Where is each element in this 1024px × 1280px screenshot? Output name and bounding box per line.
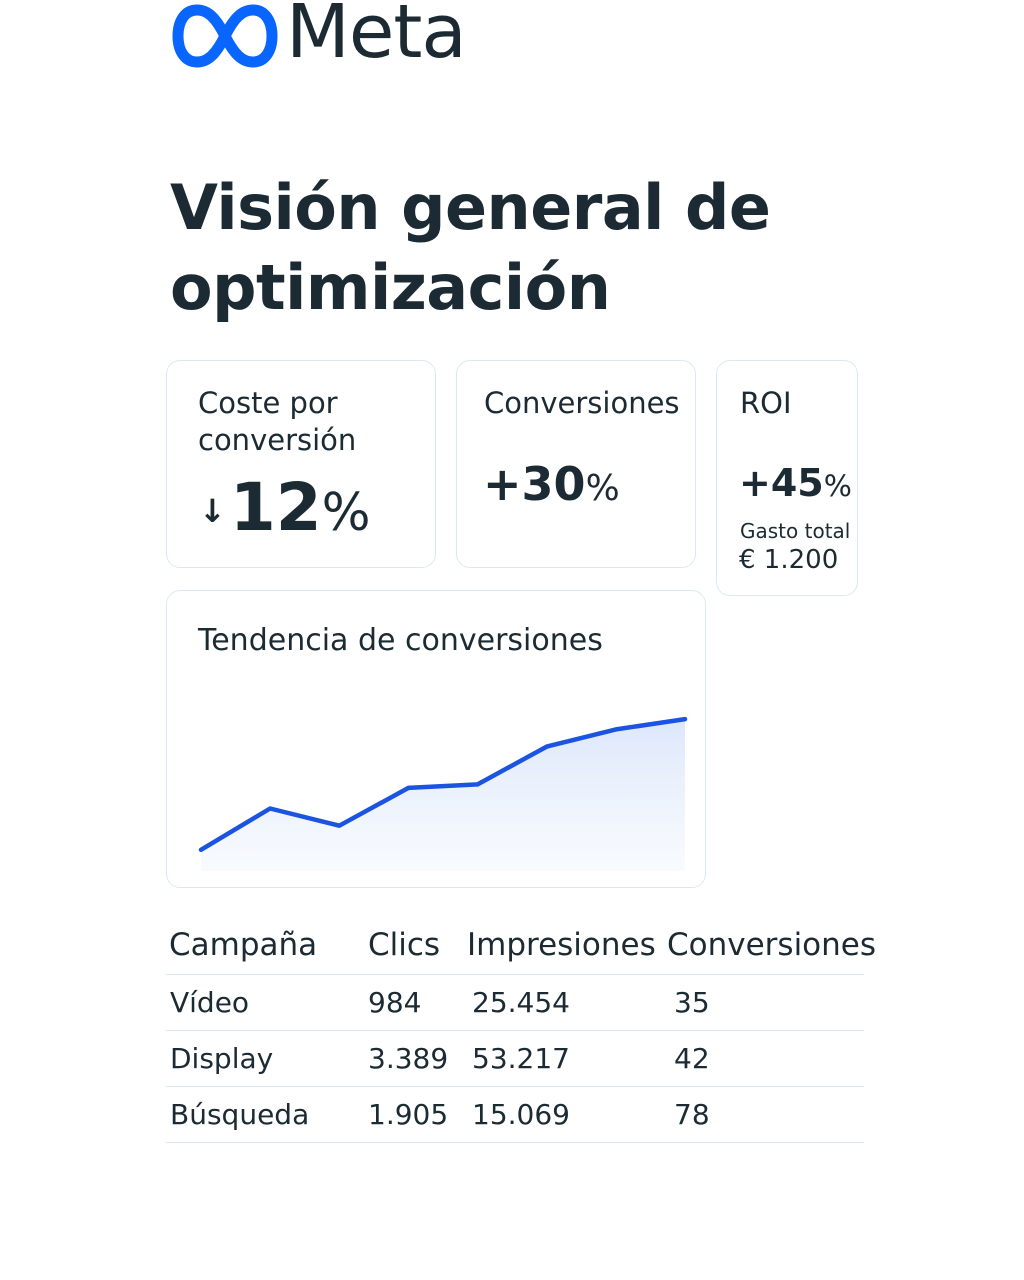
header-conversions: Conversiones <box>664 916 876 975</box>
campaign-name: Búsqueda <box>166 1086 364 1143</box>
cost-per-conversion-unit: % <box>321 483 371 543</box>
table-row: Búsqueda 1.905 15.069 78 <box>166 1086 864 1143</box>
total-spend-label: Gasto total <box>740 519 851 543</box>
impressions-value: 15.069 <box>464 1086 664 1143</box>
conversions-value: 78 <box>664 1086 864 1143</box>
roi-value: +45 <box>739 461 824 505</box>
cost-per-conversion-metric: ↓ 12 % <box>199 469 371 546</box>
roi-card: ROI +45 % Gasto total € 1.200 <box>716 360 858 596</box>
conversions-card: Conversiones +30 % <box>456 360 696 568</box>
conversions-label: Conversiones <box>484 386 680 420</box>
clicks-value: 984 <box>364 974 464 1031</box>
conversion-trend-card: Tendencia de conversiones <box>166 590 706 888</box>
campaign-table: Campaña Clics Impresiones Conversiones V… <box>166 916 876 1143</box>
campaign-name: Display <box>166 1030 364 1087</box>
conversion-trend-chart <box>198 716 688 871</box>
table-header-row: Campaña Clics Impresiones Conversiones <box>166 916 876 975</box>
arrow-down-icon: ↓ <box>199 492 226 530</box>
roi-metric: +45 % <box>739 461 852 505</box>
table-row: Display 3.389 53.217 42 <box>166 1030 864 1087</box>
conversion-trend-title: Tendencia de conversiones <box>198 623 603 658</box>
header-clicks: Clics <box>364 916 464 975</box>
conversions-value: +30 <box>483 457 586 511</box>
cost-per-conversion-card: Coste por conversión ↓ 12 % <box>166 360 436 568</box>
chart-series-line <box>198 716 688 853</box>
clicks-value: 1.905 <box>364 1086 464 1143</box>
total-spend-value: € 1.200 <box>739 545 839 575</box>
cost-per-conversion-value: 12 <box>229 469 322 546</box>
roi-unit: % <box>823 468 852 503</box>
table-row: Vídeo 984 25.454 35 <box>166 974 864 1031</box>
conversions-unit: % <box>585 468 620 509</box>
campaign-name: Vídeo <box>166 974 364 1031</box>
header-campaign: Campaña <box>166 916 364 975</box>
meta-logo: Meta <box>172 0 467 75</box>
impressions-value: 53.217 <box>464 1030 664 1087</box>
clicks-value: 3.389 <box>364 1030 464 1087</box>
roi-label: ROI <box>740 386 792 420</box>
conversions-metric: +30 % <box>483 457 620 511</box>
header-impressions: Impresiones <box>464 916 664 975</box>
page-title: Visión general de optimización <box>170 171 771 324</box>
chart-area-fill <box>201 719 685 871</box>
brand-name: Meta <box>286 0 467 75</box>
conversions-value: 35 <box>664 974 864 1031</box>
cost-per-conversion-label: Coste por conversión <box>198 386 357 457</box>
conversions-value: 42 <box>664 1030 864 1087</box>
impressions-value: 25.454 <box>464 974 664 1031</box>
meta-infinity-icon <box>172 4 278 68</box>
